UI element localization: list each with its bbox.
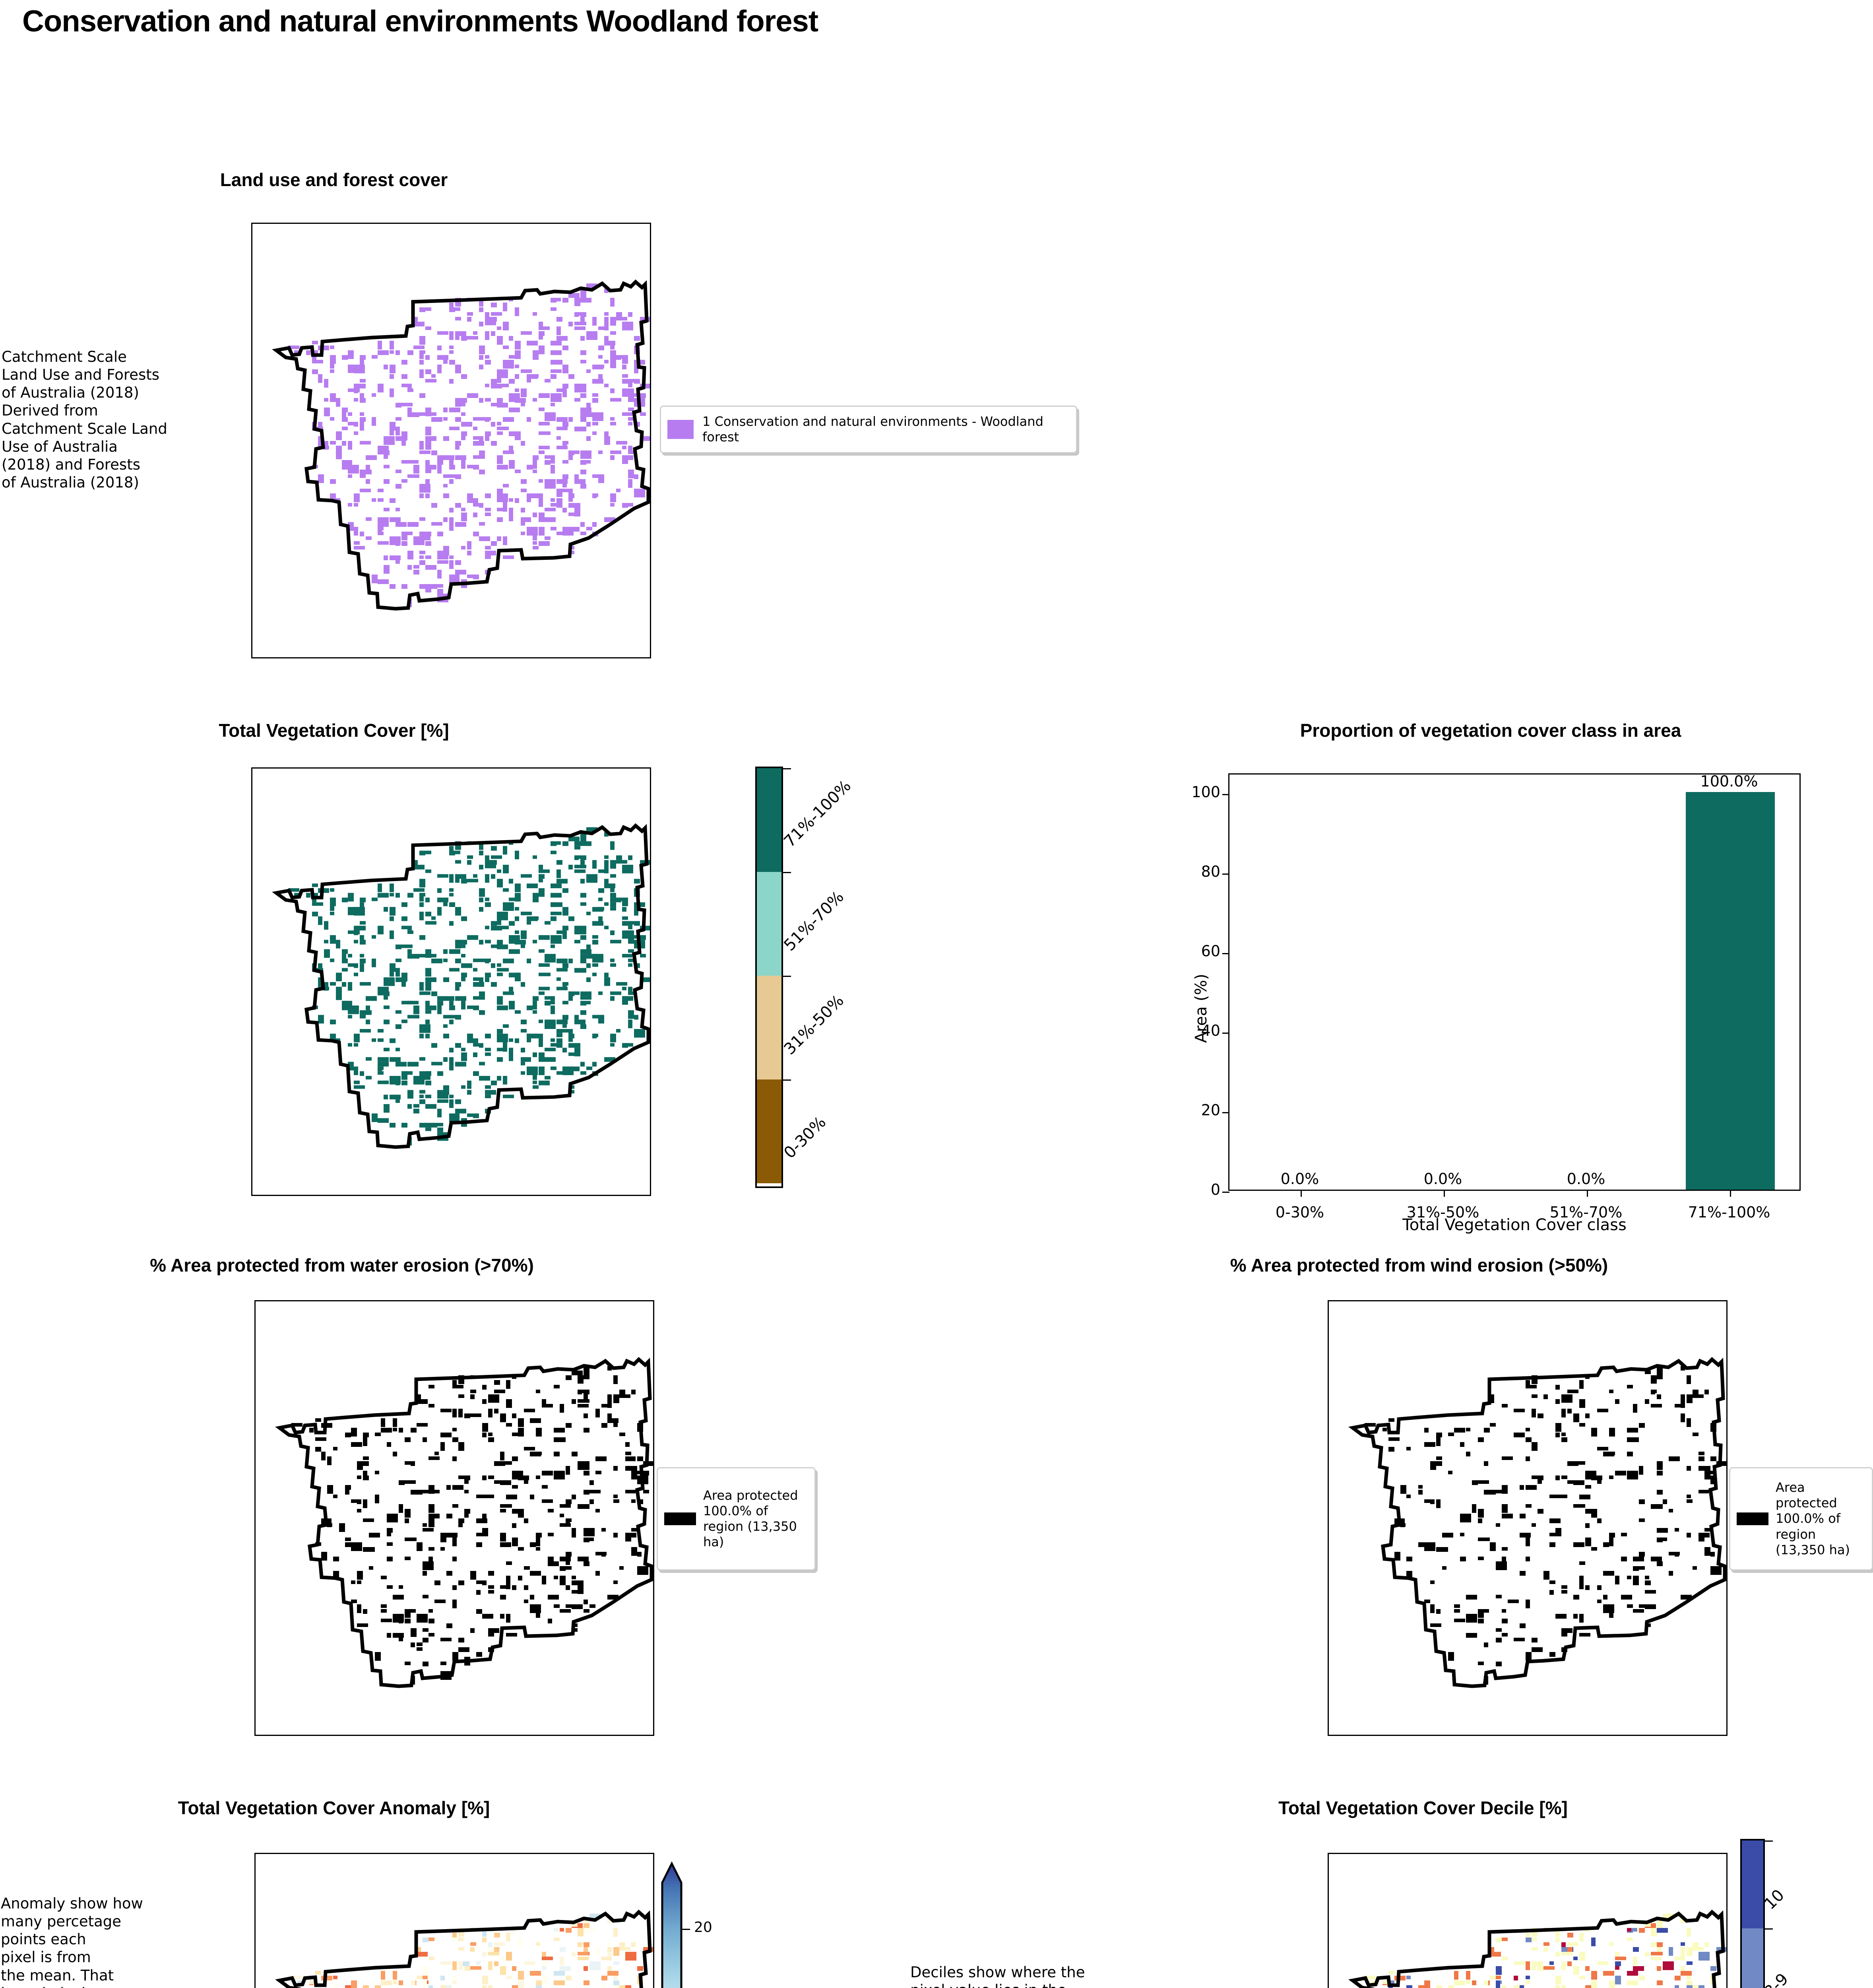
y-axis-tick bbox=[1222, 1112, 1229, 1113]
y-axis-tick-label: 100 bbox=[1191, 783, 1220, 801]
anomaly-side-note: Anomaly show how many percetage points e… bbox=[1, 1895, 143, 1988]
colorbar-tick bbox=[783, 1079, 791, 1081]
wind-erosion-legend-label: Area protected 100.0% of region (13,350 … bbox=[1776, 1480, 1850, 1557]
y-axis-tick-label: 0 bbox=[1210, 1181, 1220, 1198]
bar-chart-plot-area[interactable] bbox=[1222, 773, 1801, 1197]
anomaly-map-canvas bbox=[275, 1909, 653, 1988]
page-title: Conservation and natural environments Wo… bbox=[22, 4, 818, 38]
decile-side-note: Deciles show where the pixel value lies … bbox=[910, 1964, 1085, 1988]
decile-map-canvas bbox=[1348, 1909, 1726, 1988]
water-erosion-legend[interactable]: Area protected 100.0% of region (13,350 … bbox=[657, 1467, 816, 1571]
wind-erosion-panel-title: % Area protected from wind erosion (>50%… bbox=[1230, 1255, 1608, 1276]
colorbar-segment bbox=[1742, 1840, 1763, 1928]
colorbar-label: 51%-70% bbox=[780, 887, 847, 955]
y-axis-tick bbox=[1222, 1032, 1229, 1034]
water-erosion-map[interactable] bbox=[254, 1300, 654, 1736]
colorbar-label: 31%-50% bbox=[780, 991, 847, 1058]
bar-value-label: 0.0% bbox=[1280, 1170, 1319, 1188]
landuse-side-note: Catchment Scale Land Use and Forests of … bbox=[2, 348, 167, 491]
y-axis-tick bbox=[1222, 953, 1229, 954]
x-axis-tick-label: 71%-100% bbox=[1688, 1204, 1770, 1221]
x-axis-tick bbox=[1300, 1190, 1302, 1197]
catchment-boundary bbox=[275, 1357, 653, 1688]
x-axis-tick-label: 31%-50% bbox=[1406, 1204, 1479, 1221]
x-axis-tick bbox=[1586, 1190, 1588, 1197]
bar-value-label: 0.0% bbox=[1567, 1170, 1605, 1188]
colorbar-tick bbox=[783, 872, 791, 873]
water-erosion-pixel-layer bbox=[291, 1366, 653, 1685]
bar[interactable] bbox=[1686, 792, 1775, 1190]
y-axis-tick-label: 20 bbox=[1201, 1101, 1220, 1119]
landuse-legend[interactable]: 1 Conservation and natural environments … bbox=[660, 406, 1077, 453]
tvc-pixel-layer bbox=[288, 827, 650, 1146]
landuse-map-canvas bbox=[272, 279, 650, 611]
wind-erosion-map[interactable] bbox=[1328, 1300, 1728, 1736]
landuse-legend-swatch bbox=[667, 420, 694, 439]
anomaly-colorbar[interactable] bbox=[657, 1839, 704, 1988]
colorbar-segment bbox=[757, 872, 781, 976]
y-axis-tick-label: 80 bbox=[1201, 863, 1220, 880]
y-axis-tick bbox=[1222, 1191, 1229, 1193]
colorbar-segment bbox=[757, 768, 781, 872]
x-axis-tick-label: 51%-70% bbox=[1549, 1204, 1623, 1221]
tvc-map-canvas bbox=[272, 823, 650, 1149]
landuse-panel-title: Land use and forest cover bbox=[220, 169, 448, 190]
x-axis-title: Total Vegetation Cover class bbox=[1402, 1216, 1627, 1234]
anomaly-map[interactable] bbox=[254, 1853, 654, 1988]
bar-value-label: 0.0% bbox=[1423, 1170, 1462, 1188]
y-axis-tick-label: 40 bbox=[1201, 1022, 1220, 1039]
wind-erosion-pixel-layer bbox=[1365, 1366, 1726, 1685]
decile-panel-title: Total Vegetation Cover Decile [%] bbox=[1278, 1798, 1568, 1818]
landuse-legend-label: 1 Conservation and natural environments … bbox=[702, 414, 1043, 445]
y-axis-tick-label: 60 bbox=[1201, 942, 1220, 960]
y-axis-tick bbox=[1222, 873, 1229, 875]
bar-value-label: 100.0% bbox=[1700, 773, 1758, 790]
catchment-boundary bbox=[1348, 1909, 1725, 1988]
decile-colorbar[interactable] bbox=[1740, 1839, 1765, 1988]
water-erosion-legend-label: Area protected 100.0% of region (13,350 … bbox=[703, 1487, 798, 1550]
colorbar-label: 8-9 bbox=[1761, 1969, 1792, 1988]
colorbar-label: 71%-100% bbox=[780, 777, 855, 851]
colorbar-tick bbox=[783, 976, 791, 977]
colorbar-segment bbox=[1742, 1928, 1763, 1988]
tvc-panel-title: Total Vegetation Cover [%] bbox=[219, 720, 449, 741]
anomaly-panel-title: Total Vegetation Cover Anomaly [%] bbox=[178, 1798, 490, 1818]
x-axis-tick bbox=[1730, 1190, 1731, 1197]
water-erosion-map-canvas bbox=[275, 1357, 653, 1688]
tvc-colorbar[interactable] bbox=[755, 767, 783, 1188]
anomaly-colorbar-tick bbox=[681, 1929, 690, 1930]
colorbar-tick bbox=[1765, 1928, 1773, 1930]
wind-erosion-legend-swatch bbox=[1737, 1512, 1768, 1525]
catchment-boundary bbox=[272, 823, 650, 1149]
landuse-pixel-layer bbox=[288, 283, 650, 607]
catchment-boundary bbox=[275, 1909, 652, 1988]
anomaly-colorbar-ramp bbox=[661, 1861, 683, 1988]
y-axis-title: Area (%) bbox=[1192, 974, 1210, 1043]
decile-pixel-layer bbox=[1365, 1914, 1726, 1988]
water-erosion-panel-title: % Area protected from water erosion (>70… bbox=[150, 1255, 534, 1276]
colorbar-tick bbox=[1765, 1840, 1773, 1842]
bar-chart-title: Proportion of vegetation cover class in … bbox=[1300, 720, 1681, 741]
y-axis-tick bbox=[1222, 794, 1229, 795]
water-erosion-legend-swatch bbox=[664, 1512, 696, 1525]
anomaly-pixel-layer bbox=[291, 1914, 653, 1988]
x-axis-tick bbox=[1443, 1190, 1445, 1197]
catchment-boundary bbox=[272, 279, 650, 611]
landuse-map[interactable] bbox=[251, 223, 651, 658]
colorbar-segment bbox=[757, 976, 781, 1079]
colorbar-tick bbox=[783, 768, 791, 769]
decile-map[interactable] bbox=[1328, 1853, 1728, 1988]
x-axis-tick-label: 0-30% bbox=[1275, 1204, 1324, 1221]
anomaly-colorbar-label: 20 bbox=[694, 1919, 712, 1936]
wind-erosion-legend[interactable]: Area protected 100.0% of region (13,350 … bbox=[1729, 1467, 1873, 1571]
catchment-boundary bbox=[1348, 1357, 1726, 1688]
colorbar-segment bbox=[757, 1079, 781, 1183]
colorbar-label: 0-30% bbox=[780, 1113, 830, 1162]
tvc-map[interactable] bbox=[251, 767, 651, 1196]
wind-erosion-map-canvas bbox=[1348, 1357, 1726, 1688]
